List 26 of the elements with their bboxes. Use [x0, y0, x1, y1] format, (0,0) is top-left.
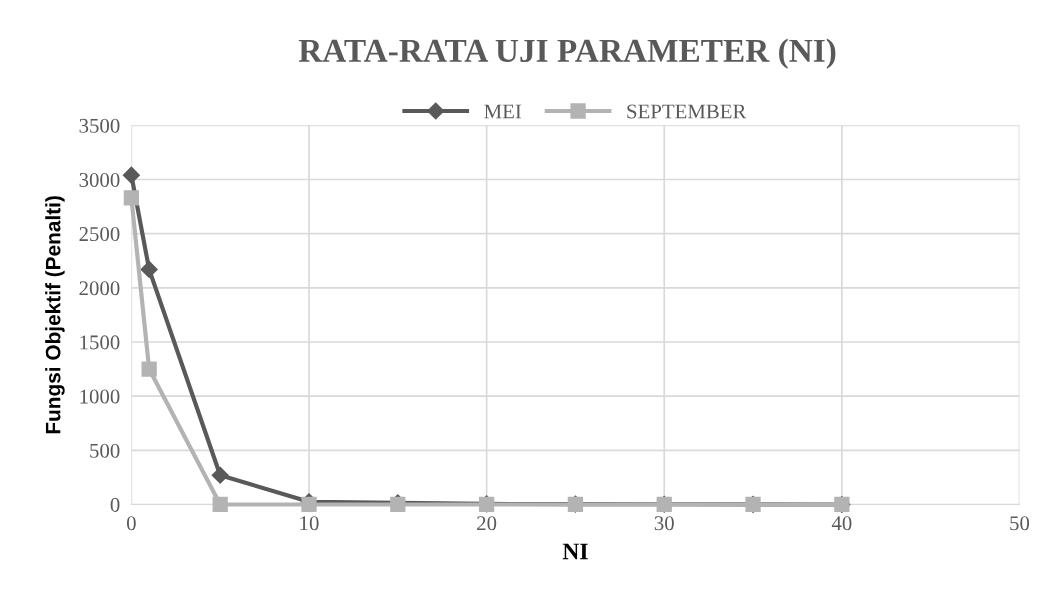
y-tick-label: 2500: [79, 227, 120, 242]
y-tick-label: 500: [90, 443, 120, 458]
y-tick-label: 2000: [79, 281, 120, 296]
x-tick-label: 20: [477, 516, 497, 531]
point: [140, 260, 158, 278]
y-tick-label: 1000: [80, 389, 120, 404]
legend-label: SEPTEMBER: [627, 104, 747, 119]
point: [211, 466, 229, 484]
x-tick-label: 0: [126, 516, 136, 531]
x-tick-label: 10: [300, 516, 319, 531]
legend-label: MEI: [484, 104, 522, 119]
point: [301, 496, 317, 513]
point: [212, 496, 228, 513]
y-tick-label: 0: [110, 497, 120, 512]
x-axis-title: NI: [562, 543, 588, 560]
y-tick-label: 1500: [80, 335, 120, 350]
y-tick-label: 3500: [79, 118, 120, 133]
point: [122, 166, 140, 184]
x-tick-label: 50: [1010, 516, 1030, 531]
point: [123, 190, 140, 206]
x-tick-label: 30: [654, 516, 674, 531]
chart-title: RATA-RATA UJI PARAMETER (NI): [298, 38, 836, 69]
y-tick-label: 3000: [79, 172, 120, 187]
y-axis-title: Fungsi Objektif (Penalti): [45, 196, 65, 434]
x-tick-label: 40: [831, 516, 852, 531]
point: [141, 361, 157, 377]
